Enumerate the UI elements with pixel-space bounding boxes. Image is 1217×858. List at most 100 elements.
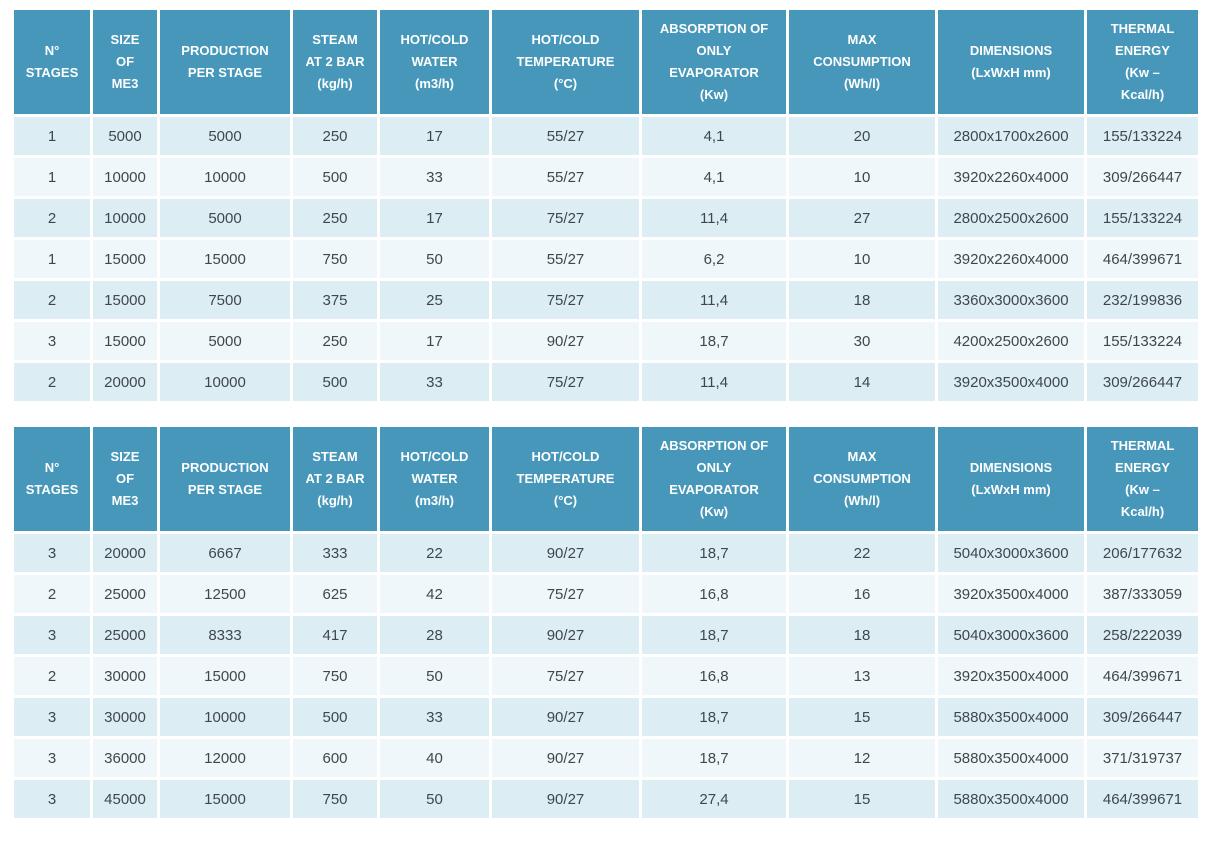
column-header-production-per-stage: PRODUCTION PER STAGE	[160, 10, 290, 114]
table-cell: 25000	[93, 575, 157, 613]
column-header-absorption-of-only-evaporator: ABSORPTION OF ONLY EVAPORATOR (Kw)	[642, 427, 786, 531]
table-cell: 4,1	[642, 117, 786, 155]
table-cell: 2	[14, 575, 90, 613]
table-cell: 8333	[160, 616, 290, 654]
table-cell: 371/319737	[1087, 739, 1198, 777]
table-cell: 90/27	[492, 616, 639, 654]
table-cell: 250	[293, 117, 377, 155]
column-header-max-consumption: MAX CONSUMPTION (Wh/l)	[789, 427, 935, 531]
table-cell: 33	[380, 698, 489, 736]
table-cell: 10	[789, 158, 935, 196]
table-cell: 55/27	[492, 158, 639, 196]
table-cell: 2800x1700x2600	[938, 117, 1084, 155]
table-cell: 2	[14, 199, 90, 237]
table-cell: 3	[14, 534, 90, 572]
table-row: 2 25000 12500 625 42 75/27 16,8 16 3920x3500x400…	[14, 575, 1198, 613]
table-cell: 25	[380, 281, 489, 319]
table-cell: 18,7	[642, 739, 786, 777]
table-cell: 5880x3500x4000	[938, 739, 1084, 777]
table-row: 1 15000 15000 750 50 55/27 6,2 10 3920x2260x4000…	[14, 240, 1198, 278]
table-cell: 15000	[160, 240, 290, 278]
table-cell: 7500	[160, 281, 290, 319]
table-cell: 18	[789, 616, 935, 654]
table-cell: 15000	[93, 281, 157, 319]
table-cell: 33	[380, 158, 489, 196]
table-cell: 4200x2500x2600	[938, 322, 1084, 360]
table-cell: 75/27	[492, 281, 639, 319]
table-cell: 3	[14, 322, 90, 360]
table-cell: 22	[789, 534, 935, 572]
table-cell: 309/266447	[1087, 698, 1198, 736]
table-cell: 45000	[93, 780, 157, 818]
table-cell: 18,7	[642, 534, 786, 572]
table-row: 3 36000 12000 600 40 90/27 18,7 12 5880x3500x400…	[14, 739, 1198, 777]
column-header-hot-cold-temperature: HOT/COLD TEMPERATURE (°C)	[492, 427, 639, 531]
table-cell: 15000	[160, 780, 290, 818]
table-cell: 30000	[93, 657, 157, 695]
column-header-size-of-me3: SIZE OF ME3	[93, 427, 157, 531]
table-cell: 42	[380, 575, 489, 613]
table-cell: 3	[14, 698, 90, 736]
table-cell: 3920x2260x4000	[938, 158, 1084, 196]
column-header-hot-cold-water: HOT/COLD WATER (m3/h)	[380, 427, 489, 531]
column-header-steam-at-2-bar: STEAM AT 2 BAR (kg/h)	[293, 10, 377, 114]
table-cell: 18,7	[642, 322, 786, 360]
table-cell: 5880x3500x4000	[938, 780, 1084, 818]
table-cell: 3920x3500x4000	[938, 363, 1084, 401]
table-cell: 30	[789, 322, 935, 360]
column-header-thermal-energy: THERMAL ENERGY (Kw – Kcal/h)	[1087, 10, 1198, 114]
table-cell: 333	[293, 534, 377, 572]
table-cell: 90/27	[492, 534, 639, 572]
table-cell: 750	[293, 780, 377, 818]
table-cell: 500	[293, 158, 377, 196]
table-cell: 3	[14, 616, 90, 654]
table-row: 1 10000 10000 500 33 55/27 4,1 10 3920x2260x4000…	[14, 158, 1198, 196]
table-cell: 90/27	[492, 780, 639, 818]
table-cell: 5000	[160, 322, 290, 360]
table-cell: 309/266447	[1087, 158, 1198, 196]
table-cell: 10000	[160, 363, 290, 401]
table-cell: 18	[789, 281, 935, 319]
table-row: 3 45000 15000 750 50 90/27 27,4 15 5880x3500x400…	[14, 780, 1198, 818]
table-row: 3 25000 8333 417 28 90/27 18,7 18 5040x3000x3600…	[14, 616, 1198, 654]
table-cell: 625	[293, 575, 377, 613]
table-cell: 387/333059	[1087, 575, 1198, 613]
table-cell: 14	[789, 363, 935, 401]
table-cell: 2	[14, 657, 90, 695]
table-cell: 2800x2500x2600	[938, 199, 1084, 237]
table-cell: 750	[293, 240, 377, 278]
table-cell: 75/27	[492, 575, 639, 613]
table-cell: 15	[789, 780, 935, 818]
table-cell: 40	[380, 739, 489, 777]
table-cell: 6667	[160, 534, 290, 572]
table-cell: 500	[293, 698, 377, 736]
table-cell: 18,7	[642, 698, 786, 736]
table-cell: 155/133224	[1087, 322, 1198, 360]
table-cell: 1	[14, 158, 90, 196]
spec-table-2-header: N° STAGES SIZE OF ME3 PRODUCTION PER STAGE…	[14, 427, 1198, 531]
spec-table-2-body: 3 20000 6667 333 22 90/27 18,7 22 5040x3000x3600…	[14, 534, 1198, 818]
table-cell: 10000	[160, 158, 290, 196]
table-cell: 22	[380, 534, 489, 572]
table-cell: 28	[380, 616, 489, 654]
table-cell: 12	[789, 739, 935, 777]
column-header-steam-at-2-bar: STEAM AT 2 BAR (kg/h)	[293, 427, 377, 531]
column-header-size-of-me3: SIZE OF ME3	[93, 10, 157, 114]
table-cell: 5000	[160, 117, 290, 155]
table-row: 3 15000 5000 250 17 90/27 18,7 30 4200x2500x2600…	[14, 322, 1198, 360]
table-cell: 258/222039	[1087, 616, 1198, 654]
table-cell: 375	[293, 281, 377, 319]
column-header-n-stages: N° STAGES	[14, 427, 90, 531]
table-cell: 50	[380, 240, 489, 278]
table-cell: 75/27	[492, 363, 639, 401]
table-cell: 55/27	[492, 117, 639, 155]
table-cell: 13	[789, 657, 935, 695]
table-cell: 10	[789, 240, 935, 278]
table-cell: 36000	[93, 739, 157, 777]
table-cell: 1	[14, 240, 90, 278]
table-cell: 15000	[93, 322, 157, 360]
table-cell: 11,4	[642, 199, 786, 237]
column-header-hot-cold-water: HOT/COLD WATER (m3/h)	[380, 10, 489, 114]
table-cell: 15000	[93, 240, 157, 278]
column-header-dimensions: DIMENSIONS (LxWxH mm)	[938, 10, 1084, 114]
